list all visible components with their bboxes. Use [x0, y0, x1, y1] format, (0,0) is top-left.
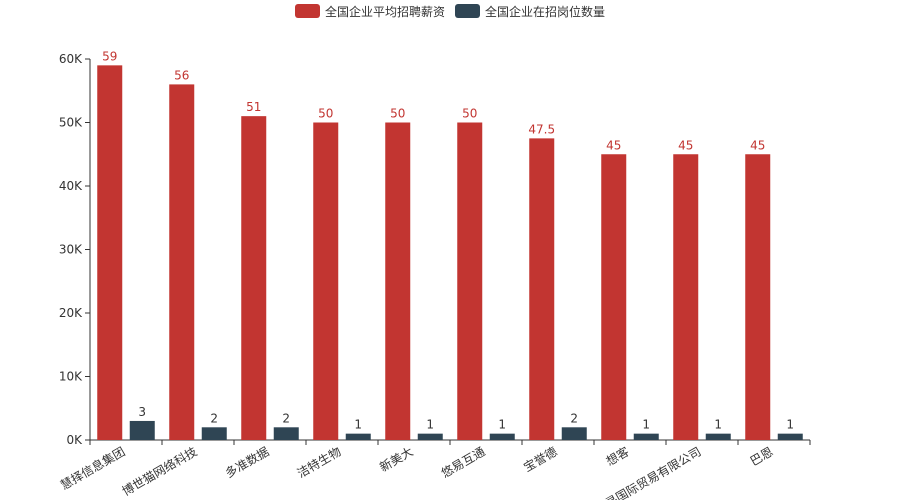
y-tick-label: 60K	[59, 52, 83, 66]
bar-value-label: 3	[138, 405, 146, 419]
bar-salary-4[interactable]	[313, 122, 339, 441]
bar-salary-10[interactable]	[745, 154, 771, 440]
bar-value-label: 1	[786, 418, 794, 432]
bar-value-label: 47.5	[528, 122, 555, 136]
legend-swatch	[295, 4, 320, 18]
bar-jobs-9[interactable]	[705, 433, 731, 440]
bar-value-label: 2	[570, 411, 578, 425]
bar-jobs-5[interactable]	[417, 433, 443, 440]
x-tick-label: 想客	[603, 444, 631, 469]
bar-value-label: 2	[210, 411, 218, 425]
bar-jobs-10[interactable]	[777, 433, 803, 440]
bar-jobs-6[interactable]	[489, 433, 515, 440]
bar-salary-8[interactable]	[601, 154, 627, 440]
bar-jobs-8[interactable]	[633, 433, 659, 440]
bar-jobs-1[interactable]	[129, 420, 155, 440]
bar-value-label: 56	[174, 68, 189, 82]
bar-salary-2[interactable]	[169, 84, 195, 441]
y-axis: 0K 10K 20K 30K 40K 50K 60K	[59, 52, 91, 447]
bar-value-label: 45	[750, 138, 765, 152]
y-tick-label: 40K	[59, 179, 83, 193]
x-tick-label: 多准数据	[222, 444, 271, 481]
bar-value-label: 51	[246, 100, 261, 114]
legend-label: 全国企业平均招聘薪资	[325, 4, 445, 19]
x-tick-label: 新美大	[377, 444, 416, 475]
y-tick-label: 20K	[59, 306, 83, 320]
bar-salary-6[interactable]	[457, 122, 483, 441]
legend-swatch	[455, 4, 480, 18]
bar-jobs-4[interactable]	[345, 433, 371, 440]
bar-value-label: 1	[498, 418, 506, 432]
legend-item-2[interactable]: 全国企业在招岗位数量	[455, 4, 605, 19]
y-tick-label: 0K	[66, 433, 83, 447]
legend: 全国企业平均招聘薪资 全国企业在招岗位数量	[295, 4, 605, 19]
bar-value-label: 50	[462, 107, 477, 121]
y-tick-label: 50K	[59, 116, 83, 130]
bar-salary-9[interactable]	[673, 154, 699, 440]
bar-jobs-2[interactable]	[201, 427, 227, 440]
bar-jobs-7[interactable]	[561, 427, 587, 440]
bar-labels: 59 56 51 50 50 50 47.5 45 45 45 3 2 2 1 1 1 2 1 1 1	[102, 49, 794, 431]
y-tick-label: 10K	[59, 370, 83, 384]
bar-value-label: 1	[642, 418, 650, 432]
bars	[97, 65, 803, 441]
bar-salary-7[interactable]	[529, 138, 555, 440]
bar-value-label: 1	[714, 418, 722, 432]
bar-salary-1[interactable]	[97, 65, 123, 440]
legend-item-1[interactable]: 全国企业平均招聘薪资	[295, 4, 445, 19]
x-tick-label: 悠易互通	[438, 444, 487, 481]
bar-value-label: 45	[606, 138, 621, 152]
bar-jobs-3[interactable]	[273, 427, 299, 440]
x-tick-label: 宝誉德	[521, 444, 560, 475]
bar-value-label: 59	[102, 49, 117, 63]
bar-value-label: 50	[390, 107, 405, 121]
bar-value-label: 1	[426, 418, 434, 432]
y-tick-label: 30K	[59, 243, 83, 257]
bar-value-label: 1	[354, 418, 362, 432]
x-tick-label: 博世猫网络科技	[119, 444, 199, 499]
x-tick-label: 慧择信息集团	[58, 444, 128, 493]
x-tick-label: 巴恩	[748, 444, 776, 468]
legend-label: 全国企业在招岗位数量	[485, 4, 605, 19]
bar-value-label: 50	[318, 107, 333, 121]
bar-value-label: 2	[282, 411, 290, 425]
x-tick-label: 洁特生物	[294, 444, 343, 481]
bar-salary-5[interactable]	[385, 122, 411, 441]
bar-value-label: 45	[678, 138, 693, 152]
bar-salary-3[interactable]	[241, 116, 267, 441]
